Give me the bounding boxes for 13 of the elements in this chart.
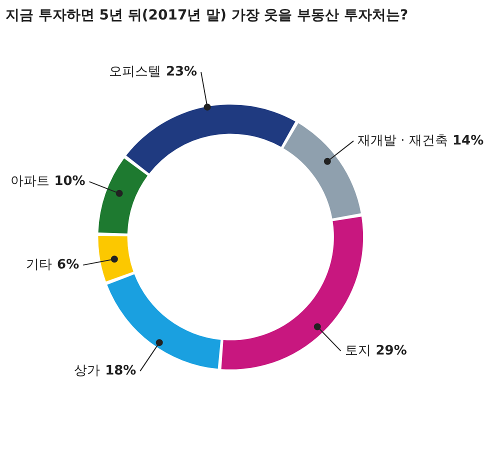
slice-label: 아파트 bbox=[10, 174, 50, 190]
slice-label: 재개발 · 재건축 bbox=[357, 133, 448, 148]
data-label: 10% bbox=[54, 174, 86, 190]
chart-title: 지금 투자하면 5년 뒤(2017년 말) 가장 웃을 부동산 투자처는? bbox=[6, 8, 408, 24]
data-label: 6% bbox=[57, 258, 80, 273]
slice-label: 토지 bbox=[344, 343, 371, 358]
data-label: 14% bbox=[452, 133, 484, 148]
data-label: 18% bbox=[105, 364, 136, 379]
slice-label: 기타 bbox=[26, 258, 52, 273]
slice-label: 오피스텔 bbox=[109, 64, 162, 80]
data-label: 29% bbox=[376, 343, 407, 358]
data-label: 23% bbox=[166, 64, 198, 80]
slice-label: 상가 bbox=[74, 364, 100, 379]
